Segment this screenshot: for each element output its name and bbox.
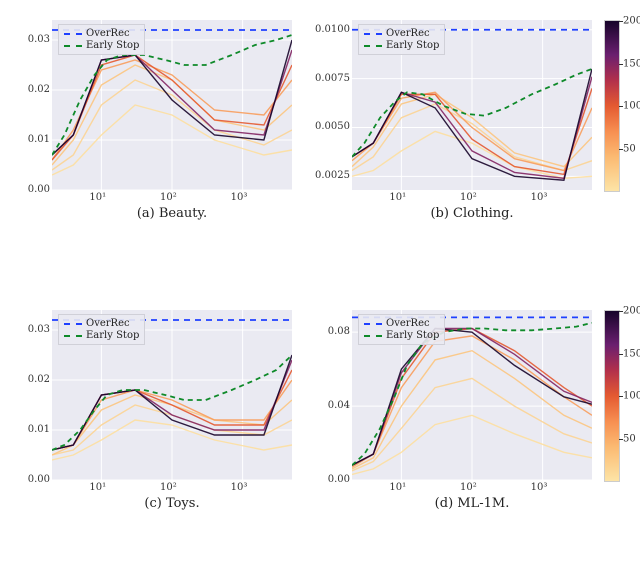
panel-b: 0.00250.00500.00750.010010¹10²10³ (b) Cl… (352, 20, 592, 220)
ytick-label: 0.00 (4, 474, 50, 485)
ytick-label: 0.00 (4, 184, 50, 195)
xtick-label: 10² (460, 482, 477, 493)
legend-overrec-label: OverRec (86, 318, 130, 330)
panel-c: 0.000.010.020.0310¹10²10³ (c) Toys. Over… (52, 310, 292, 510)
legend-earlystop-label: Early Stop (86, 330, 139, 342)
colorbar-tick-label: 50 (623, 433, 636, 444)
colorbar-tick-label: 100 (623, 391, 640, 402)
colorbar-tick-label: 100 (623, 101, 640, 112)
xtick-label: 10¹ (389, 482, 406, 493)
xtick-label: 10¹ (89, 192, 106, 203)
ytick-label: 0.0050 (304, 121, 350, 132)
caption-b: (b) Clothing. (352, 206, 592, 221)
legend-swatch-overrec (64, 33, 82, 35)
caption-a: (a) Beauty. (52, 206, 292, 221)
ytick-label: 0.03 (4, 34, 50, 45)
legend-swatch-earlystop (364, 45, 382, 47)
ytick-label: 0.00 (304, 474, 350, 485)
panel-a: 0.000.010.020.0310¹10²10³ (a) Beauty. Ov… (52, 20, 292, 220)
colorbar-bottom: 50100150200 (604, 310, 620, 482)
ytick-label: 0.02 (4, 84, 50, 95)
legend-b: OverRec Early Stop (358, 24, 445, 55)
ytick-label: 0.08 (304, 326, 350, 337)
colorbar-tick-label: 150 (623, 348, 640, 359)
legend-overrec-label: OverRec (86, 28, 130, 40)
ytick-label: 0.01 (4, 134, 50, 145)
caption-c: (c) Toys. (52, 496, 292, 511)
colorbar-tick-label: 50 (623, 143, 636, 154)
legend-c: OverRec Early Stop (58, 314, 145, 345)
legend-overrec-label: OverRec (386, 28, 430, 40)
legend-swatch-overrec (364, 323, 382, 325)
legend-swatch-overrec (64, 323, 82, 325)
caption-d: (d) ML-1M. (352, 496, 592, 511)
xtick-label: 10¹ (89, 482, 106, 493)
xtick-label: 10¹ (389, 192, 406, 203)
xtick-label: 10² (160, 482, 177, 493)
ytick-label: 0.02 (4, 374, 50, 385)
colorbar-tick-label: 200 (623, 306, 640, 317)
legend-swatch-earlystop (64, 45, 82, 47)
legend-earlystop-label: Early Stop (86, 40, 139, 52)
ytick-label: 0.01 (4, 424, 50, 435)
xtick-label: 10³ (231, 192, 248, 203)
ytick-label: 0.0075 (304, 73, 350, 84)
xtick-label: 10³ (231, 482, 248, 493)
colorbar-tick-label: 200 (623, 16, 640, 27)
legend-swatch-earlystop (64, 335, 82, 337)
colorbar-top: 50100150200 (604, 20, 620, 192)
xtick-label: 10³ (531, 482, 548, 493)
ytick-label: 0.0100 (304, 24, 350, 35)
panel-d: 0.000.040.0810¹10²10³ (d) ML-1M. OverRec… (352, 310, 592, 510)
legend-swatch-earlystop (364, 335, 382, 337)
legend-d: OverRec Early Stop (358, 314, 445, 345)
xtick-label: 10³ (531, 192, 548, 203)
figure: 0.00 0.01 0.02 0.03 10¹ 10² 10³ (a) Beauty. Ov… (0, 0, 640, 579)
xtick-label: 10² (460, 192, 477, 203)
ytick-label: 0.04 (304, 400, 350, 411)
legend-swatch-overrec (364, 33, 382, 35)
legend-a: OverRec Early Stop (58, 24, 145, 55)
ytick-label: 0.0025 (304, 170, 350, 181)
colorbar-tick-label: 150 (623, 58, 640, 69)
legend-earlystop-label: Early Stop (386, 40, 439, 52)
legend-overrec-label: OverRec (386, 318, 430, 330)
xtick-label: 10² (160, 192, 177, 203)
legend-earlystop-label: Early Stop (386, 330, 439, 342)
ytick-label: 0.03 (4, 324, 50, 335)
